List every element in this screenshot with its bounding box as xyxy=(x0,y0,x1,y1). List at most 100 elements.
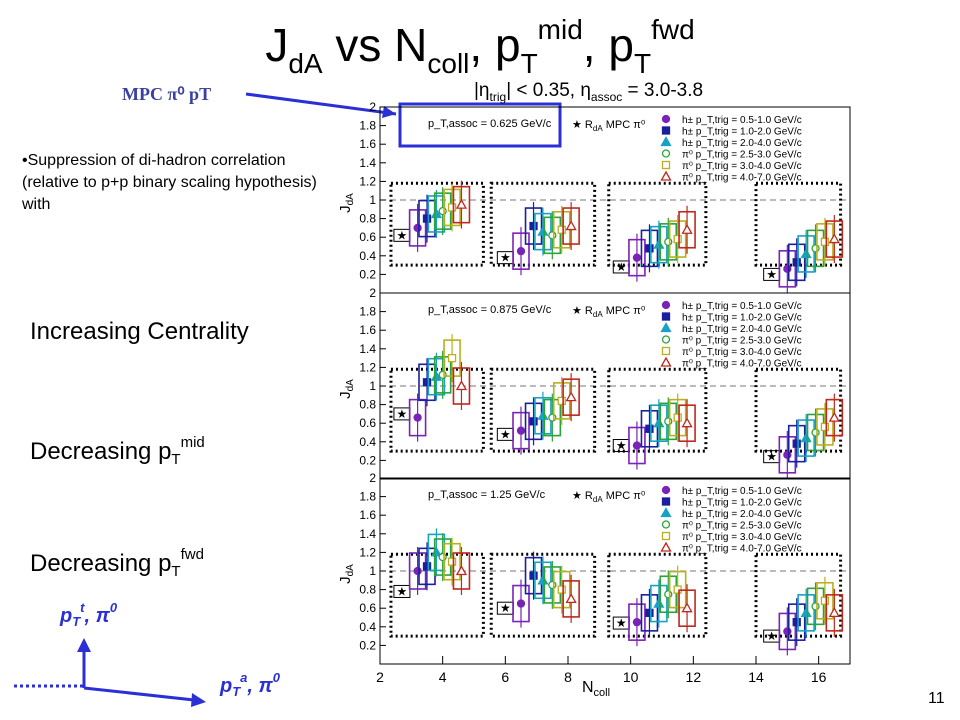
legend-marker xyxy=(661,520,671,529)
y-tick-label: 0.8 xyxy=(359,212,376,226)
data-point xyxy=(447,203,457,212)
data-point xyxy=(529,571,538,580)
rda-point: ★ xyxy=(766,629,777,643)
rda-legend-sub: dA xyxy=(593,310,603,319)
pt-trigger-axis-label: pTt, π0 xyxy=(60,600,118,629)
y-tick-label: 0.6 xyxy=(359,230,376,244)
legend-marker xyxy=(660,136,672,147)
data-point xyxy=(632,441,642,450)
y-axis-label: JdA xyxy=(337,564,356,584)
y-tick-label: 2 xyxy=(369,100,376,114)
y-axis-label-sub: dA xyxy=(345,379,356,392)
page-number: 11 xyxy=(928,690,945,707)
pt-assoc-arrowhead-icon xyxy=(191,693,206,707)
legend-entry: π⁰ p_T,trig = 2.5-3.0 GeV/c xyxy=(682,521,802,532)
legend-entry: π⁰ p_T,trig = 4.0-7.0 GeV/c xyxy=(682,173,802,184)
y-tick-label: 1.6 xyxy=(359,508,376,522)
data-point xyxy=(537,574,549,585)
y-axis-label-sub: dA xyxy=(345,564,356,577)
group-box xyxy=(754,367,843,453)
data-point xyxy=(800,432,812,443)
y-tick-label: 1 xyxy=(369,379,376,393)
data-point xyxy=(645,424,654,433)
legend-marker xyxy=(661,114,671,124)
data-point xyxy=(632,253,642,262)
x-tick-label: 12 xyxy=(686,669,702,685)
group-box xyxy=(489,552,597,638)
y-tick-label: 0.8 xyxy=(359,583,376,597)
legend-marker xyxy=(660,507,672,518)
item-decreasing-pt-fwd: Decreasing pTfwd xyxy=(30,546,204,580)
rda-point: ★ xyxy=(397,584,408,598)
legend-entry: h± p_T,trig = 1.0-2.0 GeV/c xyxy=(682,498,802,509)
y-tick-label: 2 xyxy=(369,286,376,300)
y-tick-label: 1 xyxy=(369,193,376,207)
legend-marker xyxy=(660,170,672,181)
legend-marker xyxy=(661,531,671,541)
data-point xyxy=(653,597,665,608)
data-point xyxy=(565,391,577,402)
x-tick-label: 8 xyxy=(564,669,572,685)
legend-marker xyxy=(660,322,672,333)
y-axis-label: JdA xyxy=(337,193,356,213)
data-point xyxy=(664,237,673,247)
item-increasing-centrality: Increasing Centrality xyxy=(30,318,249,345)
data-point xyxy=(645,244,654,253)
legend-entry: h± p_T,trig = 0.5-1.0 GeV/c xyxy=(682,115,802,126)
data-point xyxy=(792,258,801,267)
pt-assoc-label: p_T,assoc = 0.625 GeV/c xyxy=(428,118,552,130)
data-point xyxy=(681,602,693,613)
x-axis-label: Ncoll xyxy=(582,679,610,699)
x-tick-label: 16 xyxy=(811,669,827,685)
legend-marker xyxy=(661,149,671,158)
pt-assoc-label: p_T,assoc = 0.875 GeV/c xyxy=(428,304,552,316)
slide-title: JdA vs Ncoll, pTmid, pTfwd xyxy=(265,14,695,79)
data-point xyxy=(557,225,566,234)
y-tick-label: 0.4 xyxy=(359,435,376,449)
pt-trigger-arrowhead-icon xyxy=(77,638,91,652)
rda-point: ★ xyxy=(766,267,777,281)
legend-entry: h± p_T,trig = 1.0-2.0 GeV/c xyxy=(682,127,802,138)
x-tick-label: 14 xyxy=(748,669,764,685)
item-decreasing-pt-mid: Decreasing pTmid xyxy=(30,434,205,468)
legend-entry: π⁰ p_T,trig = 2.5-3.0 GeV/c xyxy=(682,336,802,347)
data-point xyxy=(516,599,526,608)
mpc-arrow xyxy=(245,92,397,116)
y-tick-label: 0.4 xyxy=(359,620,376,634)
y-tick-label: 1.8 xyxy=(359,490,376,504)
y-tick-label: 1 xyxy=(369,564,376,578)
data-point xyxy=(438,207,447,216)
legend-entry: h± p_T,trig = 2.0-4.0 GeV/c xyxy=(682,324,802,335)
legend-entry: π⁰ p_T,trig = 2.5-3.0 GeV/c xyxy=(682,150,802,161)
data-point xyxy=(516,426,526,435)
data-point xyxy=(783,450,792,459)
pt-assoc-axis-label: pTa, π0 xyxy=(220,670,280,699)
data-point xyxy=(800,248,812,259)
y-tick-label: 0.8 xyxy=(359,398,376,412)
rda-legend-label: ★ RdA MPC π⁰ xyxy=(572,119,646,133)
data-point xyxy=(783,264,792,273)
legend-marker xyxy=(661,160,671,170)
data-point xyxy=(422,562,432,571)
pt-assoc-label: p_T,assoc = 1.25 GeV/c xyxy=(428,489,546,501)
rda-point: ★ xyxy=(397,407,408,421)
data-point xyxy=(800,607,812,617)
legend-entry: π⁰ p_T,trig = 3.0-4.0 GeV/c xyxy=(682,347,802,358)
data-point xyxy=(811,428,820,437)
data-point xyxy=(537,409,549,420)
rda-point: ★ xyxy=(616,616,627,630)
y-tick-label: 1.4 xyxy=(359,156,376,170)
legend-entry: π⁰ p_T,trig = 3.0-4.0 GeV/c xyxy=(682,532,802,543)
legend-marker xyxy=(661,497,671,506)
data-point xyxy=(413,566,422,576)
bullet-text: •Suppression of di-hadron correlation (r… xyxy=(22,152,317,213)
legend-entry: π⁰ p_T,trig = 4.0-7.0 GeV/c xyxy=(682,359,802,370)
data-point xyxy=(820,422,830,432)
data-point xyxy=(548,580,557,590)
data-point xyxy=(792,618,801,627)
y-tick-label: 1.4 xyxy=(359,342,376,356)
data-point xyxy=(565,593,577,604)
data-point xyxy=(455,198,468,209)
data-point xyxy=(828,233,840,244)
